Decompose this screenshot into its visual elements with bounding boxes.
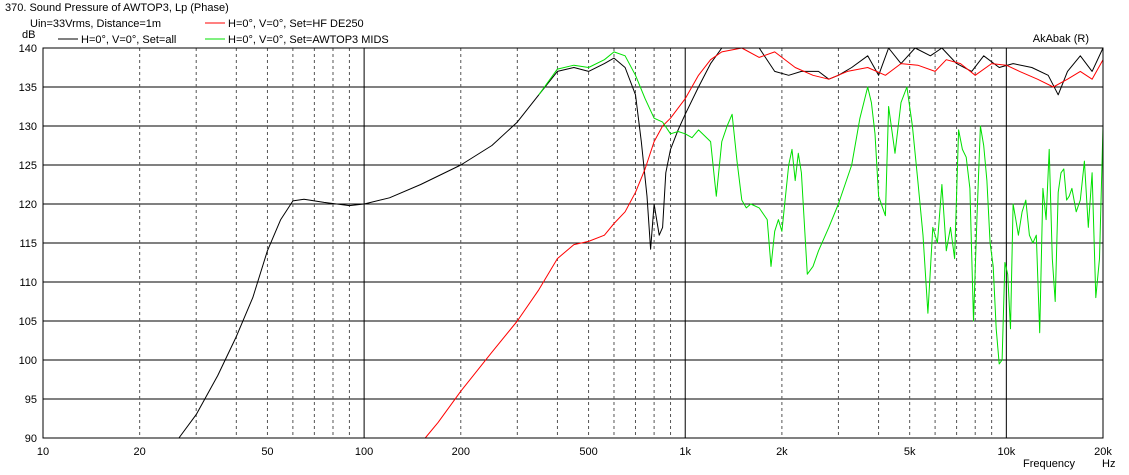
x-tick-label: 50	[261, 446, 273, 458]
y-tick-label: 135	[19, 82, 37, 94]
x-tick-label: 20	[134, 446, 146, 458]
x-tick-label: 500	[579, 446, 597, 458]
series-group	[43, 47, 1104, 439]
grid	[43, 48, 1103, 438]
x-tick-label: 5k	[904, 446, 916, 458]
x-tick-label: 20k	[1094, 446, 1112, 458]
x-tick-label: 10	[37, 446, 49, 458]
y-tick-label: 130	[19, 121, 37, 133]
legend-label: H=0°, V=0°, Set=AWTOP3 MIDS	[228, 34, 389, 46]
series-line	[538, 51, 1104, 365]
plot-frame	[42, 47, 1104, 439]
legend: H=0°, V=0°, Set=HF DE250 H=0°, V=0°, Set=…	[58, 18, 389, 46]
x-tick-label: 1k	[679, 446, 691, 458]
y-tick-label: 140	[19, 43, 37, 55]
y-tick-label: 115	[19, 238, 37, 250]
y-tick-label: 90	[25, 433, 37, 445]
series-line	[43, 47, 1104, 439]
series-line	[43, 47, 1104, 439]
y-tick-label: 125	[19, 160, 37, 172]
x-tick-label: 200	[452, 446, 470, 458]
x-tick-label: 100	[355, 446, 373, 458]
y-tick-labels: 90 95 100 105 110 115 120 125 130 135 140	[19, 43, 37, 445]
x-tick-label: 2k	[776, 446, 788, 458]
chart-title: 370. Sound Pressure of AWTOP3, Lp (Phase…	[5, 2, 229, 14]
conditions-label: Uin=33Vrms, Distance=1m	[30, 18, 161, 30]
y-axis-unit: dB	[22, 29, 35, 41]
x-tick-labels: 10 20 50 100 200 500 1k 2k 5k 10k 20k	[37, 446, 1112, 458]
y-tick-label: 105	[19, 316, 37, 328]
legend-label: H=0°, V=0°, Set=all	[81, 34, 176, 46]
y-tick-label: 120	[19, 199, 37, 211]
y-tick-label: 100	[19, 355, 37, 367]
brand-label: AkAbak (R)	[1033, 33, 1089, 45]
legend-label: H=0°, V=0°, Set=HF DE250	[228, 18, 364, 30]
x-axis-unit: Hz	[1102, 458, 1115, 470]
x-tick-label: 10k	[997, 446, 1015, 458]
y-tick-label: 110	[19, 277, 37, 289]
x-axis-label: Frequency	[1023, 458, 1075, 470]
y-tick-label: 95	[25, 394, 37, 406]
